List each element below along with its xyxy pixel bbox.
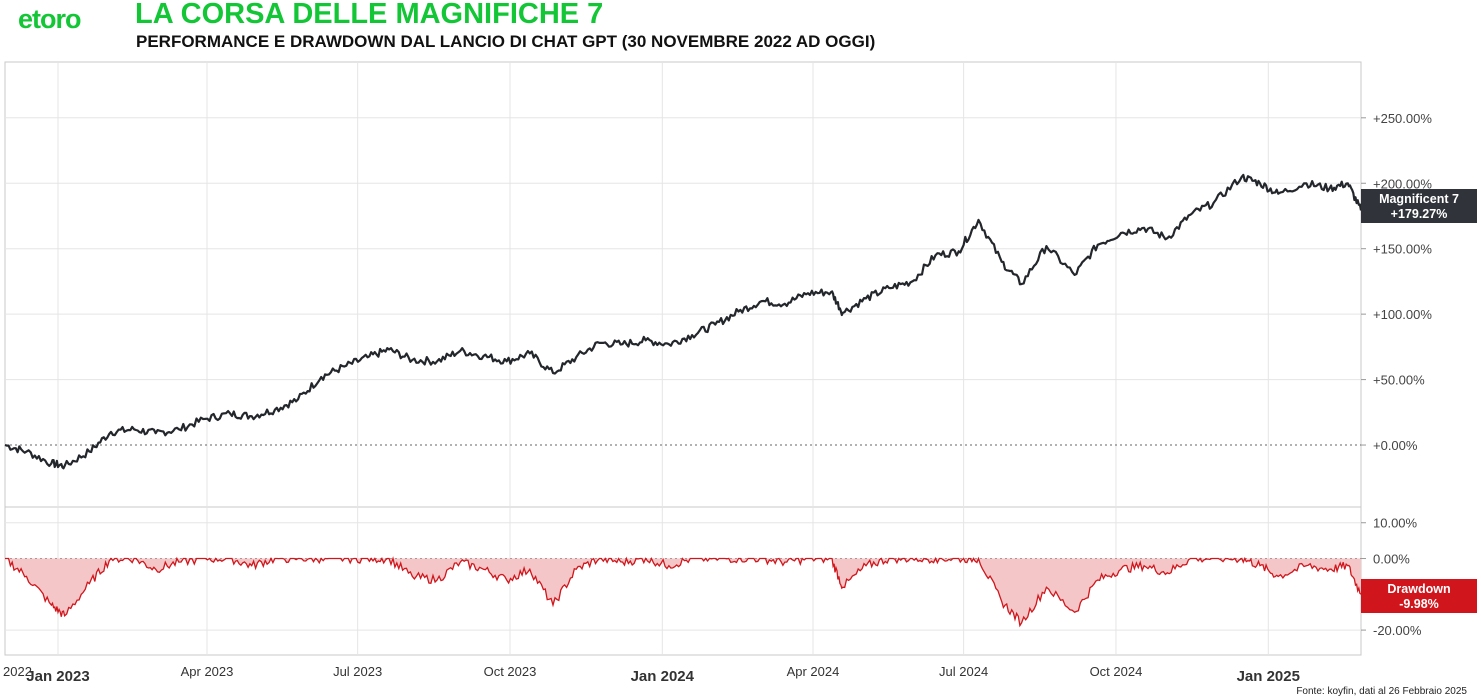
drawdown-tick-label: -20.00% xyxy=(1373,623,1422,638)
etoro-logo: etoro xyxy=(18,4,81,34)
performance-last-value-badge-series-name: Magnificent 7 xyxy=(1379,192,1459,206)
x-tick-label: Apr 2023 xyxy=(181,664,234,679)
x-tick-label: Oct 2024 xyxy=(1090,664,1143,679)
drawdown-last-value-badge-bg xyxy=(1361,579,1477,613)
drawdown-last-value-badge: Drawdown-9.98% xyxy=(1361,579,1477,613)
performance-last-value-badge-value: +179.27% xyxy=(1391,207,1448,221)
performance-last-value-badge: Magnificent 7+179.27% xyxy=(1361,189,1477,223)
page-subtitle: PERFORMANCE E DRAWDOWN DAL LANCIO DI CHA… xyxy=(136,32,876,51)
drawdown-area xyxy=(5,558,1361,626)
y-tick-label: +250.00% xyxy=(1373,111,1432,126)
y-tick-label: +150.00% xyxy=(1373,242,1432,257)
x-tick-label: Jan 2024 xyxy=(631,668,695,685)
drawdown-last-value-badge-series-name: Drawdown xyxy=(1387,582,1450,596)
page-title: LA CORSA DELLE MAGNIFICHE 7 xyxy=(135,0,604,30)
y-tick-label: +200.00% xyxy=(1373,176,1432,191)
y-tick-label: +100.00% xyxy=(1373,307,1432,322)
performance-last-value-badge-bg xyxy=(1361,189,1477,223)
x-tick-label: Jul 2024 xyxy=(939,664,988,679)
x-tick-label: Jan 2025 xyxy=(1237,668,1300,685)
y-tick-label: +0.00% xyxy=(1373,438,1418,453)
plot-frame xyxy=(4,61,1362,656)
drawdown-tick-label: 10.00% xyxy=(1373,516,1418,531)
y-tick-label: +50.00% xyxy=(1373,373,1425,388)
x-tick-label: 2022 xyxy=(3,664,32,679)
source-note: Fonte: koyfin, dati al 26 Febbraio 2025 xyxy=(1296,686,1467,697)
x-tick-label: Jan 2023 xyxy=(26,668,89,685)
x-tick-label: Jul 2023 xyxy=(333,664,382,679)
drawdown-series-line xyxy=(5,556,1362,628)
drawdown-last-value-badge-value: -9.98% xyxy=(1399,597,1439,611)
x-tick-label: Apr 2024 xyxy=(787,664,840,679)
performance-series-line xyxy=(4,173,1363,470)
x-tick-label: Oct 2023 xyxy=(484,664,537,679)
drawdown-tick-label: 0.00% xyxy=(1373,552,1410,567)
